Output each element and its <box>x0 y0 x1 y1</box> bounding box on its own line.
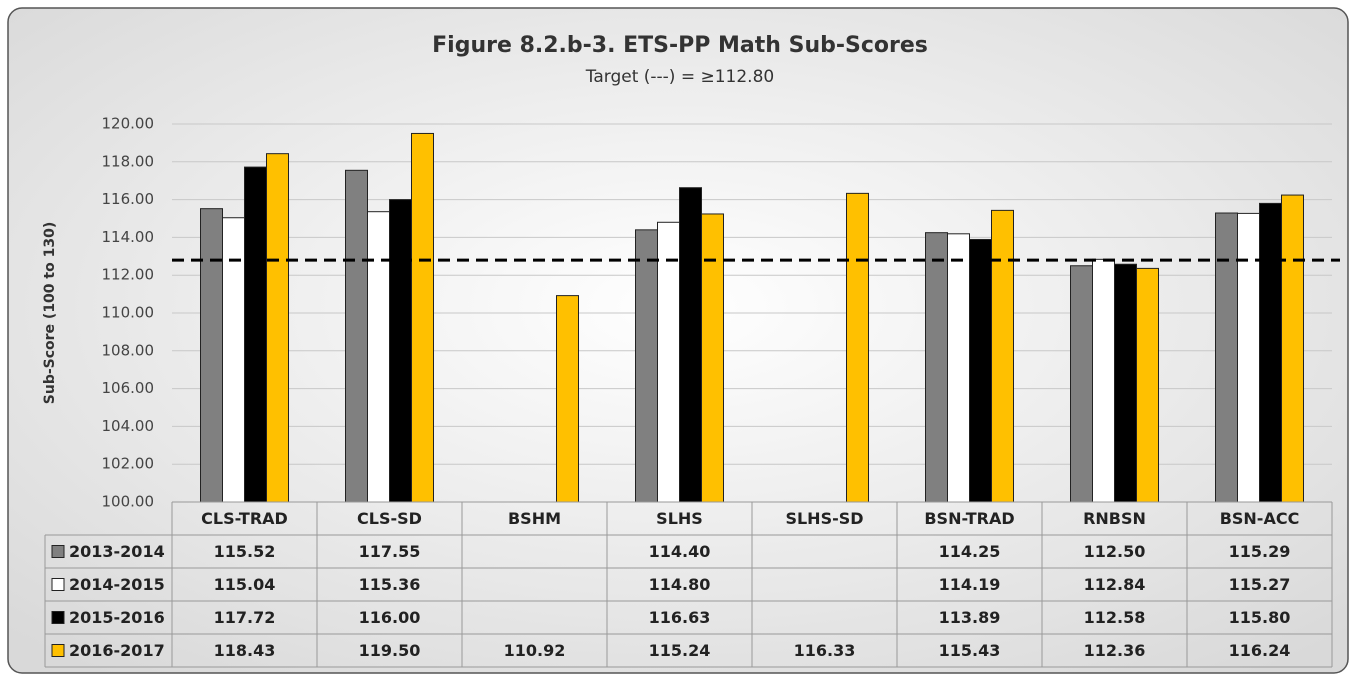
table-value: 116.24 <box>1229 641 1291 660</box>
y-tick-label: 116.00 <box>102 190 155 208</box>
bar <box>389 199 412 503</box>
y-tick-label: 118.00 <box>102 152 155 170</box>
legend-swatch <box>51 611 65 624</box>
table-value: 110.92 <box>504 641 566 660</box>
table-value: 112.50 <box>1084 542 1146 561</box>
bar <box>1259 202 1282 503</box>
bar <box>200 208 223 503</box>
bar <box>635 229 658 503</box>
y-tick-label: 114.00 <box>102 228 155 246</box>
table-value: 115.52 <box>214 542 276 561</box>
table-value: 115.43 <box>939 641 1001 660</box>
legend-swatch <box>51 545 65 558</box>
table-value: 115.36 <box>359 575 421 594</box>
x-tick-label: SLHS-SD <box>785 509 863 528</box>
legend-label: 2016-2017 <box>69 641 165 660</box>
legend-label: 2013-2014 <box>69 542 165 561</box>
table-value: 116.33 <box>794 641 856 660</box>
bar <box>345 169 368 503</box>
table-value: 115.29 <box>1229 542 1291 561</box>
chart-subtitle: Target (---) = ≥112.80 <box>585 67 774 87</box>
y-tick-label: 112.00 <box>102 266 155 284</box>
y-tick-label: 120.00 <box>102 115 155 133</box>
bar <box>1092 258 1115 503</box>
table-value: 115.80 <box>1229 608 1291 627</box>
bar <box>1070 265 1093 503</box>
x-tick-label: CLS-TRAD <box>201 509 288 528</box>
table-value: 116.63 <box>649 608 711 627</box>
table-value: 114.40 <box>649 542 711 561</box>
x-tick-label: BSN-TRAD <box>924 509 1014 528</box>
bar <box>657 221 680 503</box>
table-value: 113.89 <box>939 608 1001 627</box>
legend-label: 2014-2015 <box>69 575 165 594</box>
y-tick-label: 100.00 <box>102 493 155 511</box>
x-tick-label: CLS-SD <box>357 509 422 528</box>
y-tick-label: 108.00 <box>102 341 155 359</box>
bar <box>947 233 970 503</box>
bar <box>1136 267 1159 503</box>
bar <box>701 213 724 503</box>
bar <box>925 232 948 503</box>
bar <box>679 187 702 503</box>
table-value: 115.24 <box>649 641 711 660</box>
x-tick-label: BSHM <box>508 509 561 528</box>
chart-title: Figure 8.2.b-3. ETS-PP Math Sub-Scores <box>432 33 928 58</box>
x-tick-label: RNBSN <box>1083 509 1146 528</box>
table-value: 115.27 <box>1229 575 1291 594</box>
y-tick-label: 110.00 <box>102 304 155 322</box>
bar <box>1237 212 1260 503</box>
bar <box>244 166 267 503</box>
y-tick-label: 102.00 <box>102 455 155 473</box>
table-value: 112.84 <box>1084 575 1146 594</box>
bar <box>1114 263 1137 503</box>
table-value: 119.50 <box>359 641 421 660</box>
table-value: 112.36 <box>1084 641 1146 660</box>
y-tick-label: 106.00 <box>102 379 155 397</box>
table-value: 118.43 <box>214 641 276 660</box>
bar <box>367 211 390 503</box>
bar <box>266 153 289 503</box>
x-tick-label: BSN-ACC <box>1220 509 1300 528</box>
bar <box>969 238 992 503</box>
table-value: 114.80 <box>649 575 711 594</box>
legend-swatch <box>51 578 65 591</box>
bar <box>1281 194 1304 503</box>
table-value: 116.00 <box>359 608 421 627</box>
table-value: 117.55 <box>359 542 421 561</box>
table-value: 115.04 <box>214 575 276 594</box>
table-value: 114.19 <box>939 575 1001 594</box>
bar <box>1215 212 1238 503</box>
table-value: 112.58 <box>1084 608 1146 627</box>
bar <box>411 132 434 503</box>
x-tick-label: SLHS <box>656 509 703 528</box>
bar <box>991 209 1014 503</box>
table-value: 114.25 <box>939 542 1001 561</box>
legend-label: 2015-2016 <box>69 608 165 627</box>
table-value: 117.72 <box>214 608 276 627</box>
bar <box>556 295 579 503</box>
bar <box>846 192 869 503</box>
y-tick-label: 104.00 <box>102 417 155 435</box>
y-axis-label: Sub-Score (100 to 130) <box>42 222 58 404</box>
legend-swatch <box>51 644 65 657</box>
